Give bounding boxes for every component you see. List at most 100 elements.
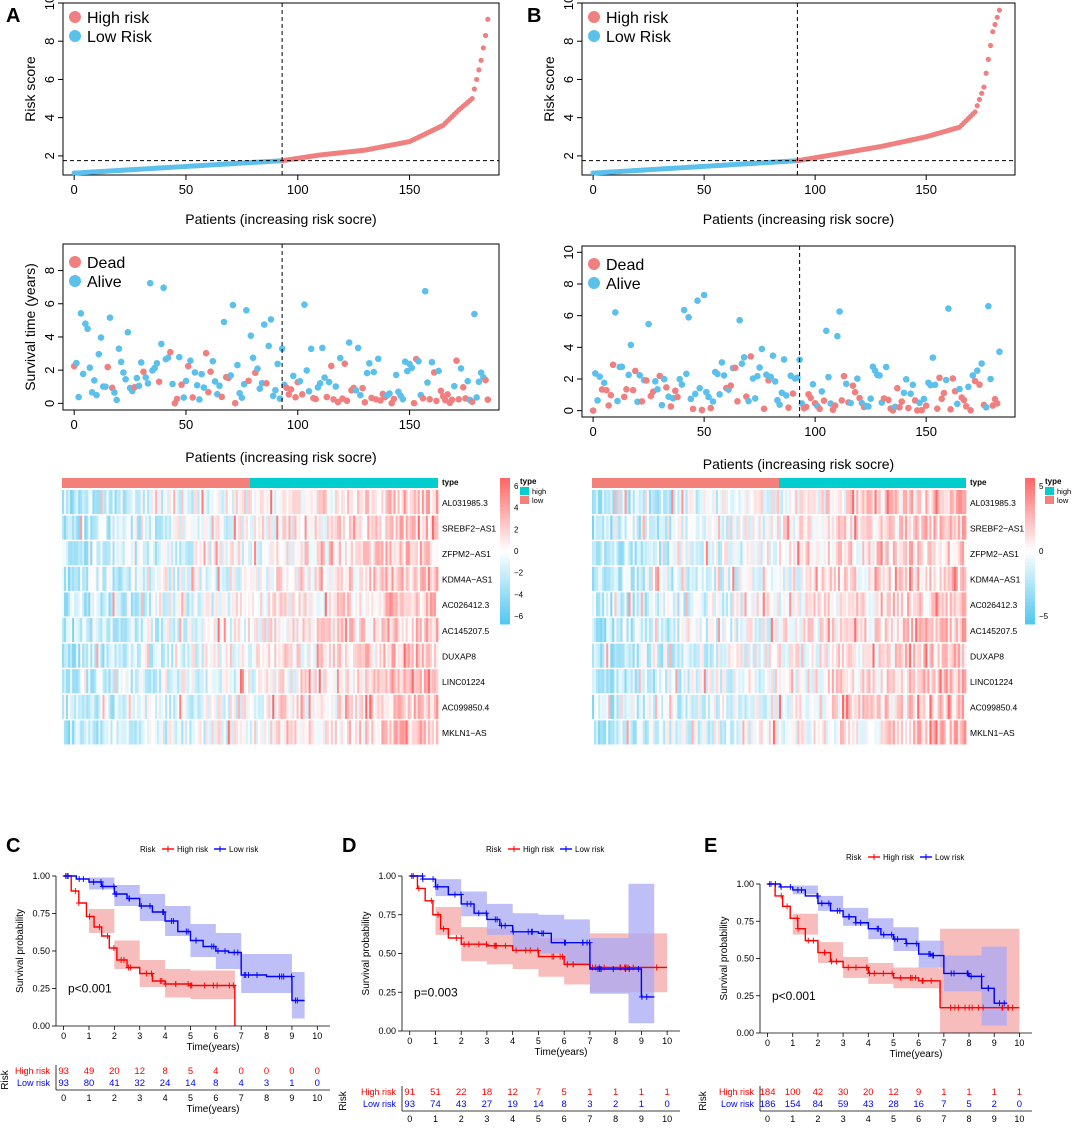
heatmap-cell [245, 515, 249, 540]
heatmap-cell [693, 643, 697, 668]
heatmap-cell [827, 643, 831, 668]
heatmap-cell [318, 694, 322, 719]
heatmap-cell [880, 694, 884, 719]
heatmap-cell [614, 694, 617, 719]
heatmap-cell [667, 592, 670, 617]
dead-point [292, 393, 299, 401]
x-tick-label: 3 [484, 1036, 489, 1046]
dead-point [218, 393, 226, 401]
scale-swatch [500, 572, 510, 578]
heatmap-cell [175, 541, 178, 566]
censor-mark [96, 924, 103, 930]
heatmap-cell [866, 694, 869, 719]
heatmap-cell [254, 669, 257, 694]
risk-table-x-tick-label: 7 [239, 1093, 244, 1103]
heatmap-cell [84, 694, 87, 719]
risk-table-cell: 49 [84, 1066, 95, 1077]
heatmap-cell [874, 669, 877, 694]
heatmap-cell [233, 515, 237, 540]
heatmap-cell [626, 694, 629, 719]
heatmap-cell [290, 669, 293, 694]
alive-point [301, 301, 308, 309]
heatmap-cell [951, 694, 955, 719]
heatmap-cell [332, 643, 336, 668]
heatmap-cell [592, 515, 595, 540]
heatmap-cell [82, 566, 85, 591]
heatmap-cell [825, 566, 829, 591]
heatmap-cell [381, 720, 384, 745]
heatmap-cell [391, 541, 394, 566]
heatmap-cell [811, 694, 814, 719]
heatmap-cell [630, 643, 634, 668]
heatmap-cell [919, 694, 922, 719]
heatmap-cell [134, 490, 138, 515]
heatmap-cell [793, 566, 796, 591]
heatmap-cell [815, 643, 819, 668]
heatmap-cell [870, 643, 873, 668]
heatmap-cell [884, 592, 888, 617]
heatmap-cell [138, 643, 142, 668]
heatmap-cell [369, 643, 372, 668]
heatmap-cell [371, 643, 374, 668]
heatmap-cell [189, 541, 192, 566]
heatmap-cell [945, 618, 949, 643]
heatmap-cell [748, 694, 751, 719]
heatmap-cell [768, 720, 772, 745]
heatmap-cell [896, 618, 900, 643]
heatmap-cell [106, 694, 109, 719]
heatmap-cell [332, 592, 336, 617]
heatmap-cell [90, 720, 93, 745]
heatmap-cell [756, 490, 760, 515]
heatmap-cell [132, 592, 136, 617]
heatmap-cell [383, 720, 386, 745]
heatmap-cell [718, 566, 721, 591]
heatmap-cell [760, 720, 764, 745]
heatmap-cell [195, 592, 198, 617]
heatmap-cell [377, 592, 380, 617]
heatmap-cell [433, 541, 437, 566]
alive-point [209, 357, 217, 365]
heatmap-cell [864, 643, 867, 668]
heatmap-cell [152, 566, 156, 591]
type-header: type [970, 478, 987, 487]
heatmap-cell [365, 694, 368, 719]
heatmap-cell [363, 592, 366, 617]
alive-point [842, 380, 850, 388]
heatmap-cell [150, 515, 154, 540]
heatmap-cell [130, 592, 134, 617]
heatmap-cell [237, 566, 241, 591]
heatmap-cell [171, 490, 174, 515]
heatmap-cell [62, 643, 65, 668]
heatmap-cell [260, 541, 263, 566]
heatmap-cell [130, 720, 134, 745]
heatmap-cell [252, 720, 255, 745]
heatmap-cell [628, 694, 632, 719]
heatmap-cell [884, 515, 888, 540]
heatmap-cell [799, 643, 802, 668]
heatmap-cell [108, 720, 111, 745]
risk-table-x-tick-label: 10 [312, 1093, 322, 1103]
heatmap-cell [395, 566, 398, 591]
heatmap-cell [600, 490, 603, 515]
heatmap-cell [709, 720, 713, 745]
heatmap-cell [858, 515, 861, 540]
heatmap-cell [730, 566, 733, 591]
heatmap-cell [379, 694, 382, 719]
heatmap-cell [785, 541, 788, 566]
gene-label: KDM4A−AS1 [970, 575, 1021, 585]
heatmap-cell [363, 541, 366, 566]
heatmap-cell [120, 669, 124, 694]
heatmap-cell [636, 618, 640, 643]
heatmap-cell [148, 643, 152, 668]
heatmap-cell [606, 541, 609, 566]
heatmap-cell [760, 694, 764, 719]
heatmap-cell [306, 541, 310, 566]
heatmap-cell [831, 618, 835, 643]
heatmap-cell [711, 618, 715, 643]
scale-swatch [500, 613, 510, 618]
risk-table-cell: 14 [185, 1078, 196, 1089]
heatmap-cell [941, 720, 945, 745]
heatmap-cell [278, 720, 281, 745]
heatmap-cell [381, 618, 384, 643]
heatmap-cell [399, 618, 403, 643]
